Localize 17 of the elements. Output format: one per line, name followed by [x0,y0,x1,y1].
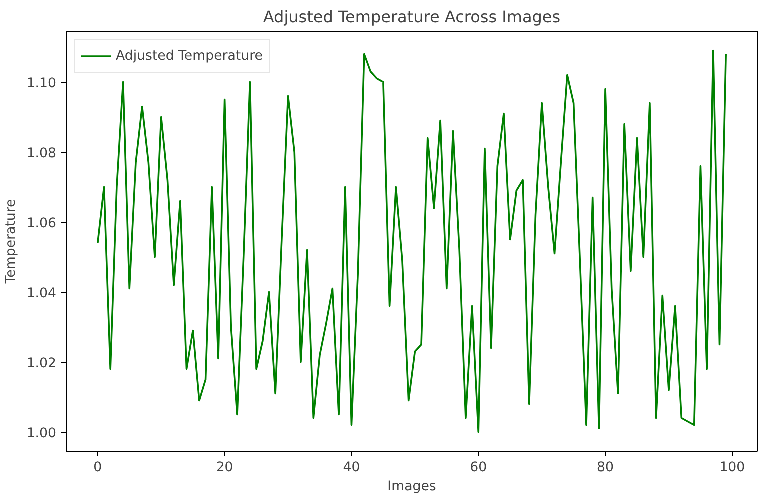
y-tick-label: 1.04 [26,286,57,302]
x-tick-label: 0 [94,460,102,476]
y-tick-label: 1.06 [26,216,57,232]
x-tick-label: 80 [597,460,614,476]
x-tick-label: 40 [343,460,360,476]
chart-title: Adjusted Temperature Across Images [263,8,561,26]
y-tick-label: 1.00 [26,426,57,442]
x-tick-label: 100 [720,460,746,476]
legend-label: Adjusted Temperature [116,48,263,64]
y-tick-label: 1.08 [26,146,57,162]
x-tick-label: 60 [470,460,488,476]
y-axis-title: Temperature [4,199,19,285]
x-tick-label: 20 [216,460,234,476]
y-tick-label: 1.02 [26,356,57,372]
x-axis-title: Images [388,480,436,494]
line-series [97,50,727,434]
y-tick-label: 1.10 [26,76,57,92]
